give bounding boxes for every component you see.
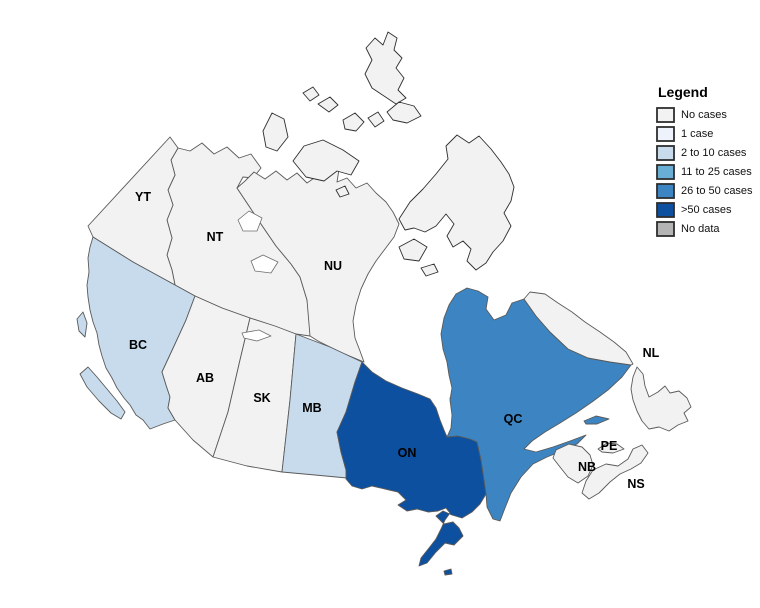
legend-item-no-data: No data xyxy=(656,221,760,237)
province-sk xyxy=(212,317,297,473)
province-label-nu: NU xyxy=(324,259,342,273)
legend-item-2-10: 2 to 10 cases xyxy=(656,145,760,161)
province-label-sk: SK xyxy=(253,391,270,405)
province-qc xyxy=(440,287,632,522)
province-label-on: ON xyxy=(398,446,417,460)
legend-swatch-over-50 xyxy=(656,202,675,218)
province-label-pe: PE xyxy=(601,439,618,453)
lake-athabasca xyxy=(241,329,272,342)
province-nl xyxy=(523,291,692,432)
legend-label: 11 to 25 cases xyxy=(681,166,752,178)
legend-swatch-11-25 xyxy=(656,164,675,180)
province-label-yt: YT xyxy=(135,190,151,204)
legend-item-26-50: 26 to 50 cases xyxy=(656,183,760,199)
legend-item-11-25: 11 to 25 cases xyxy=(656,164,760,180)
legend-swatch-no-cases xyxy=(656,107,675,123)
province-label-mb: MB xyxy=(302,401,321,415)
province-label-bc: BC xyxy=(129,338,147,352)
province-pe xyxy=(597,442,625,454)
province-label-ns: NS xyxy=(627,477,644,491)
province-label-nb: NB xyxy=(578,460,596,474)
province-ns xyxy=(581,444,649,500)
legend-swatch-26-50 xyxy=(656,183,675,199)
legend-item-no-cases: No cases xyxy=(656,107,760,123)
legend-swatch-2-10 xyxy=(656,145,675,161)
province-bc xyxy=(76,236,196,430)
province-label-ab: AB xyxy=(196,371,214,385)
lake-great-slave xyxy=(250,254,279,274)
legend-label: 1 case xyxy=(681,128,714,140)
legend-title: Legend xyxy=(658,84,708,100)
province-label-nl: NL xyxy=(643,346,660,360)
legend-item-1-case: 1 case xyxy=(656,126,760,142)
legend-label: >50 cases xyxy=(681,204,732,216)
legend-label: No cases xyxy=(681,109,727,121)
arctic-islands xyxy=(262,31,515,404)
province-nb xyxy=(552,443,594,484)
legend: Legend No cases 1 case 2 to 10 cases 11 … xyxy=(656,84,760,240)
province-label-qc: QC xyxy=(504,412,523,426)
legend-item-over-50: >50 cases xyxy=(656,202,760,218)
legend-label: 2 to 10 cases xyxy=(681,147,747,159)
province-yt xyxy=(87,136,179,286)
legend-label: 26 to 50 cases xyxy=(681,185,753,197)
legend-label: No data xyxy=(681,223,720,235)
province-label-nt: NT xyxy=(207,230,224,244)
legend-swatch-1-case xyxy=(656,126,675,142)
lake-great-bear xyxy=(237,210,263,232)
province-nu xyxy=(236,149,400,363)
legend-swatch-no-data xyxy=(656,221,675,237)
